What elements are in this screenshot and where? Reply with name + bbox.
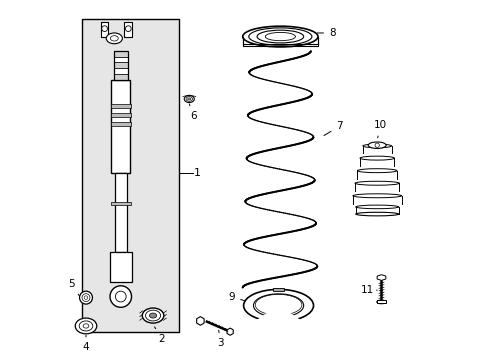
Text: 6: 6: [189, 104, 197, 121]
Text: 11: 11: [360, 285, 376, 295]
Ellipse shape: [106, 33, 122, 44]
Bar: [359, 158, 394, 166]
Polygon shape: [101, 22, 108, 37]
Ellipse shape: [83, 324, 89, 328]
Text: 5: 5: [68, 279, 80, 296]
Text: 3: 3: [217, 330, 224, 348]
Ellipse shape: [79, 321, 93, 331]
Polygon shape: [226, 328, 233, 335]
Ellipse shape: [149, 313, 156, 318]
Bar: [113, 51, 128, 57]
Ellipse shape: [362, 144, 391, 148]
Bar: [354, 183, 399, 191]
Ellipse shape: [355, 205, 398, 209]
Polygon shape: [124, 22, 132, 37]
Ellipse shape: [185, 96, 192, 101]
Bar: [110, 113, 131, 117]
Text: 9: 9: [228, 292, 245, 302]
Bar: [113, 74, 128, 80]
Ellipse shape: [376, 300, 386, 304]
Text: 4: 4: [82, 335, 89, 352]
Bar: [273, 288, 284, 291]
Polygon shape: [242, 37, 317, 45]
Circle shape: [110, 286, 131, 307]
Bar: [352, 196, 401, 204]
Bar: [376, 301, 386, 303]
Polygon shape: [376, 275, 385, 280]
Bar: [113, 51, 128, 80]
Ellipse shape: [184, 95, 194, 103]
Polygon shape: [196, 317, 203, 325]
Bar: [113, 62, 128, 68]
Bar: [110, 104, 131, 108]
Bar: [110, 252, 131, 282]
Bar: [355, 207, 398, 214]
Ellipse shape: [367, 142, 386, 148]
Circle shape: [84, 296, 88, 300]
Bar: [110, 202, 131, 205]
Bar: [362, 146, 391, 153]
Ellipse shape: [355, 212, 398, 216]
Text: 10: 10: [373, 121, 386, 138]
Bar: [113, 57, 128, 62]
Ellipse shape: [354, 181, 399, 185]
Bar: [111, 80, 130, 173]
Ellipse shape: [75, 318, 97, 334]
Ellipse shape: [187, 98, 190, 100]
Ellipse shape: [145, 310, 160, 321]
Ellipse shape: [359, 156, 394, 160]
Ellipse shape: [253, 294, 303, 317]
Ellipse shape: [357, 169, 396, 173]
Circle shape: [80, 291, 92, 304]
Ellipse shape: [110, 36, 118, 41]
Text: 7: 7: [324, 121, 342, 135]
Circle shape: [125, 26, 131, 32]
Bar: [82, 19, 179, 332]
Ellipse shape: [142, 308, 163, 323]
Ellipse shape: [352, 194, 401, 198]
Wedge shape: [245, 306, 311, 348]
Bar: [110, 122, 131, 126]
Text: 8: 8: [317, 28, 335, 38]
Bar: [115, 173, 126, 252]
Text: 2: 2: [154, 327, 165, 344]
Bar: [357, 171, 396, 179]
Wedge shape: [249, 306, 307, 341]
Circle shape: [115, 291, 126, 302]
Bar: [113, 68, 128, 74]
Text: 1: 1: [194, 168, 201, 178]
Circle shape: [374, 143, 379, 147]
Circle shape: [102, 26, 107, 32]
Circle shape: [82, 294, 90, 302]
